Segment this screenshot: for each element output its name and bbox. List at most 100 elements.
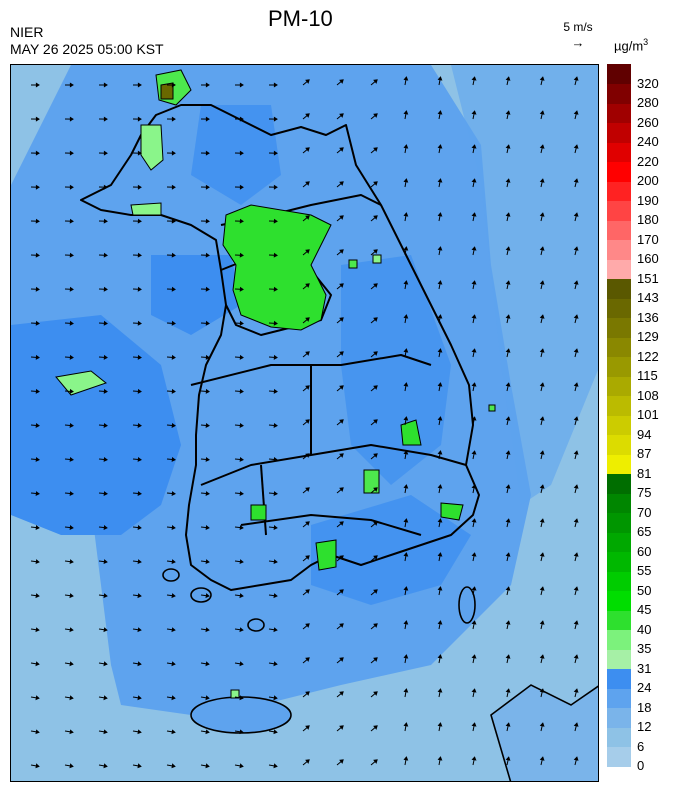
wind-arrow-head: [505, 586, 511, 591]
wind-arrow-head: [403, 212, 409, 217]
wind-arrow-head: [205, 559, 210, 565]
wind-arrow-head: [239, 695, 244, 701]
wind-arrow-head: [171, 695, 176, 701]
wind-arrow-head: [339, 453, 344, 458]
colorbar-tick-label: 65: [637, 524, 652, 539]
wind-arrow-head: [239, 593, 244, 599]
wind-arrow-head: [373, 657, 378, 662]
colorbar-tick-label: 70: [637, 504, 652, 520]
wind-arrow-head: [69, 456, 74, 462]
wind-arrow-head: [339, 589, 344, 594]
wind-arrow-head: [137, 320, 142, 326]
wind-arrow-head: [171, 593, 176, 599]
wind-arrow-head: [573, 382, 579, 387]
wind-arrow-head: [339, 79, 344, 84]
colorbar-tick-label: 24: [637, 680, 652, 695]
wind-arrow-head: [437, 688, 443, 693]
wind-arrow-head: [373, 623, 378, 628]
wind-arrow-head: [205, 184, 210, 190]
wind-arrow-head: [471, 654, 477, 659]
wind-arrow-head: [373, 691, 378, 696]
wind-reference-legend: 5 m/s →: [556, 20, 600, 49]
wind-arrow-head: [137, 593, 142, 599]
wind-arrow-head: [403, 518, 409, 523]
wind-arrow-head: [171, 525, 176, 531]
wind-arrow-head: [471, 586, 477, 591]
wind-reference-arrow-icon: →: [571, 35, 585, 50]
wind-arrow-head: [205, 252, 210, 258]
wind-arrow-head: [69, 320, 74, 326]
wind-arrow-head: [373, 181, 378, 186]
wind-arrow-head: [403, 722, 409, 727]
wind-arrow-head: [239, 116, 244, 122]
wind-arrow-head: [305, 419, 310, 424]
colorbar-tick-label: 320: [637, 75, 659, 91]
wind-arrow-head: [539, 484, 545, 489]
wind-arrow-head: [69, 252, 74, 258]
wind-arrow-head: [35, 593, 40, 599]
wind-arrow-head: [539, 382, 545, 387]
wind-arrow-head: [471, 110, 477, 115]
wind-arrow-head: [403, 484, 409, 489]
wind-arrow-head: [573, 756, 579, 761]
wind-arrow-head: [505, 688, 511, 693]
colorbar-segment: [607, 122, 631, 143]
wind-arrow-head: [305, 113, 310, 118]
wind-arrow-head: [573, 620, 579, 625]
colorbar-tick-label: 75: [637, 485, 652, 500]
wind-arrow-head: [305, 249, 310, 254]
wind-arrow-head: [35, 695, 40, 701]
wind-arrow-head: [373, 589, 378, 594]
wind-arrow-head: [471, 518, 477, 523]
wind-arrow-head: [103, 729, 108, 735]
colorbar-segment: [607, 376, 631, 397]
wind-arrow-head: [339, 385, 344, 390]
wind-arrow-head: [471, 756, 477, 761]
colorbar-segment: [607, 434, 631, 455]
wind-arrow-head: [137, 729, 142, 735]
wind-arrow-head: [339, 351, 344, 356]
wind-arrow-head: [305, 317, 310, 322]
wind-arrow-head: [471, 484, 477, 489]
colorbar-tick-label: 151: [637, 270, 659, 286]
colorbar-tick-label: 0: [637, 758, 645, 773]
wind-arrow-head: [403, 450, 409, 455]
wind-arrow-head: [505, 620, 511, 625]
wind-arrow-head: [505, 348, 511, 353]
wind-arrow-head: [205, 661, 210, 667]
wind-arrow-head: [137, 150, 142, 156]
chart-title: PM-10: [268, 6, 333, 31]
wind-arrow-head: [35, 354, 40, 360]
wind-arrow-head: [437, 382, 443, 387]
wind-arrow-head: [471, 76, 477, 81]
wind-arrow-head: [471, 416, 477, 421]
wind-arrow-head: [35, 422, 40, 428]
wind-arrow-head: [339, 181, 344, 186]
wind-arrow-head: [573, 110, 579, 115]
colorbar-tick-label: 45: [637, 602, 652, 617]
wind-arrow-head: [539, 314, 545, 319]
wind-arrow-head: [69, 422, 74, 428]
wind-arrow-head: [339, 283, 344, 288]
wind-arrow-head: [239, 627, 244, 633]
colorbar-segment: [607, 473, 631, 494]
wind-arrow-head: [171, 320, 176, 326]
wind-arrow-head: [69, 627, 74, 633]
wind-arrow-head: [205, 320, 210, 326]
wind-arrow-head: [505, 280, 511, 285]
wind-arrow-head: [505, 178, 511, 183]
wind-arrow-head: [205, 422, 210, 428]
wind-arrow-head: [239, 320, 244, 326]
wind-arrow-head: [505, 246, 511, 251]
wind-arrow-head: [273, 729, 278, 735]
wind-arrow-head: [437, 178, 443, 183]
wind-arrow-head: [573, 484, 579, 489]
wind-arrow-head: [273, 286, 278, 292]
colorbar-segment: [607, 259, 631, 280]
wind-arrow-head: [539, 280, 545, 285]
wind-arrow-head: [373, 487, 378, 492]
wind-arrow-head: [273, 456, 278, 462]
wind-arrow-head: [573, 178, 579, 183]
wind-arrow-head: [573, 518, 579, 523]
wind-arrow-head: [273, 661, 278, 667]
